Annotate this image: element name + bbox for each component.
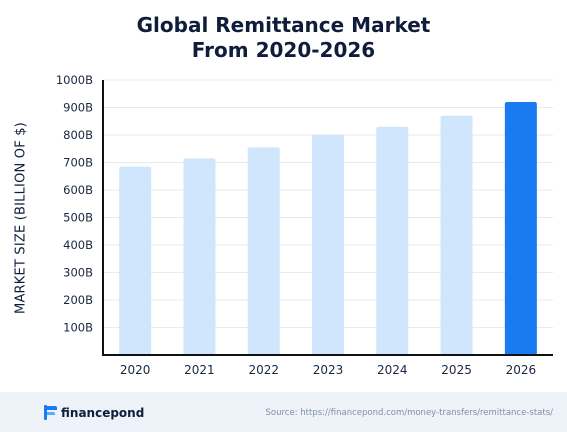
y-tick-label: 800B bbox=[63, 128, 93, 142]
bar bbox=[504, 102, 537, 355]
y-tick-label: 900B bbox=[63, 101, 93, 115]
x-tick-label: 2022 bbox=[248, 363, 279, 377]
x-tick-label: 2020 bbox=[120, 363, 151, 377]
y-tick-label: 600B bbox=[63, 183, 93, 197]
brand-name: financepond bbox=[61, 405, 145, 420]
x-tick-label: 2025 bbox=[441, 363, 472, 377]
x-tick-label: 2024 bbox=[377, 363, 408, 377]
y-tick-label: 700B bbox=[63, 156, 93, 170]
bar bbox=[440, 115, 473, 355]
y-tick-label: 300B bbox=[63, 266, 93, 280]
y-tick-label: 400B bbox=[63, 238, 93, 252]
bar bbox=[376, 126, 409, 355]
bar bbox=[183, 158, 216, 355]
bar bbox=[312, 135, 344, 355]
bar bbox=[247, 147, 280, 355]
brand-logo[interactable]: financepond bbox=[44, 405, 144, 420]
bar bbox=[119, 166, 152, 355]
y-tick-label: 200B bbox=[63, 293, 93, 307]
x-tick-label: 2026 bbox=[506, 363, 537, 377]
financepond-logo-icon bbox=[44, 405, 57, 420]
x-tick-label: 2023 bbox=[313, 363, 344, 377]
y-tick-label: 100B bbox=[63, 321, 93, 335]
chart-title-line-1: Global Remittance Market bbox=[136, 13, 431, 37]
source-citation: Source: https://financepond.com/money-tr… bbox=[265, 408, 553, 418]
x-tick-label: 2021 bbox=[184, 363, 215, 377]
bar-chart: 100B 200B 300B 400B 500B 600B 700B 800B 900B 1000… bbox=[56, 73, 553, 377]
y-tick-label: 500B bbox=[63, 211, 93, 225]
chart-title: Global Remittance Market From 2020-2026 bbox=[0, 13, 567, 63]
y-tick-label: 1000B bbox=[56, 73, 93, 87]
chart-title-line-2: From 2020-2026 bbox=[191, 38, 376, 62]
footer-bar bbox=[0, 392, 567, 432]
